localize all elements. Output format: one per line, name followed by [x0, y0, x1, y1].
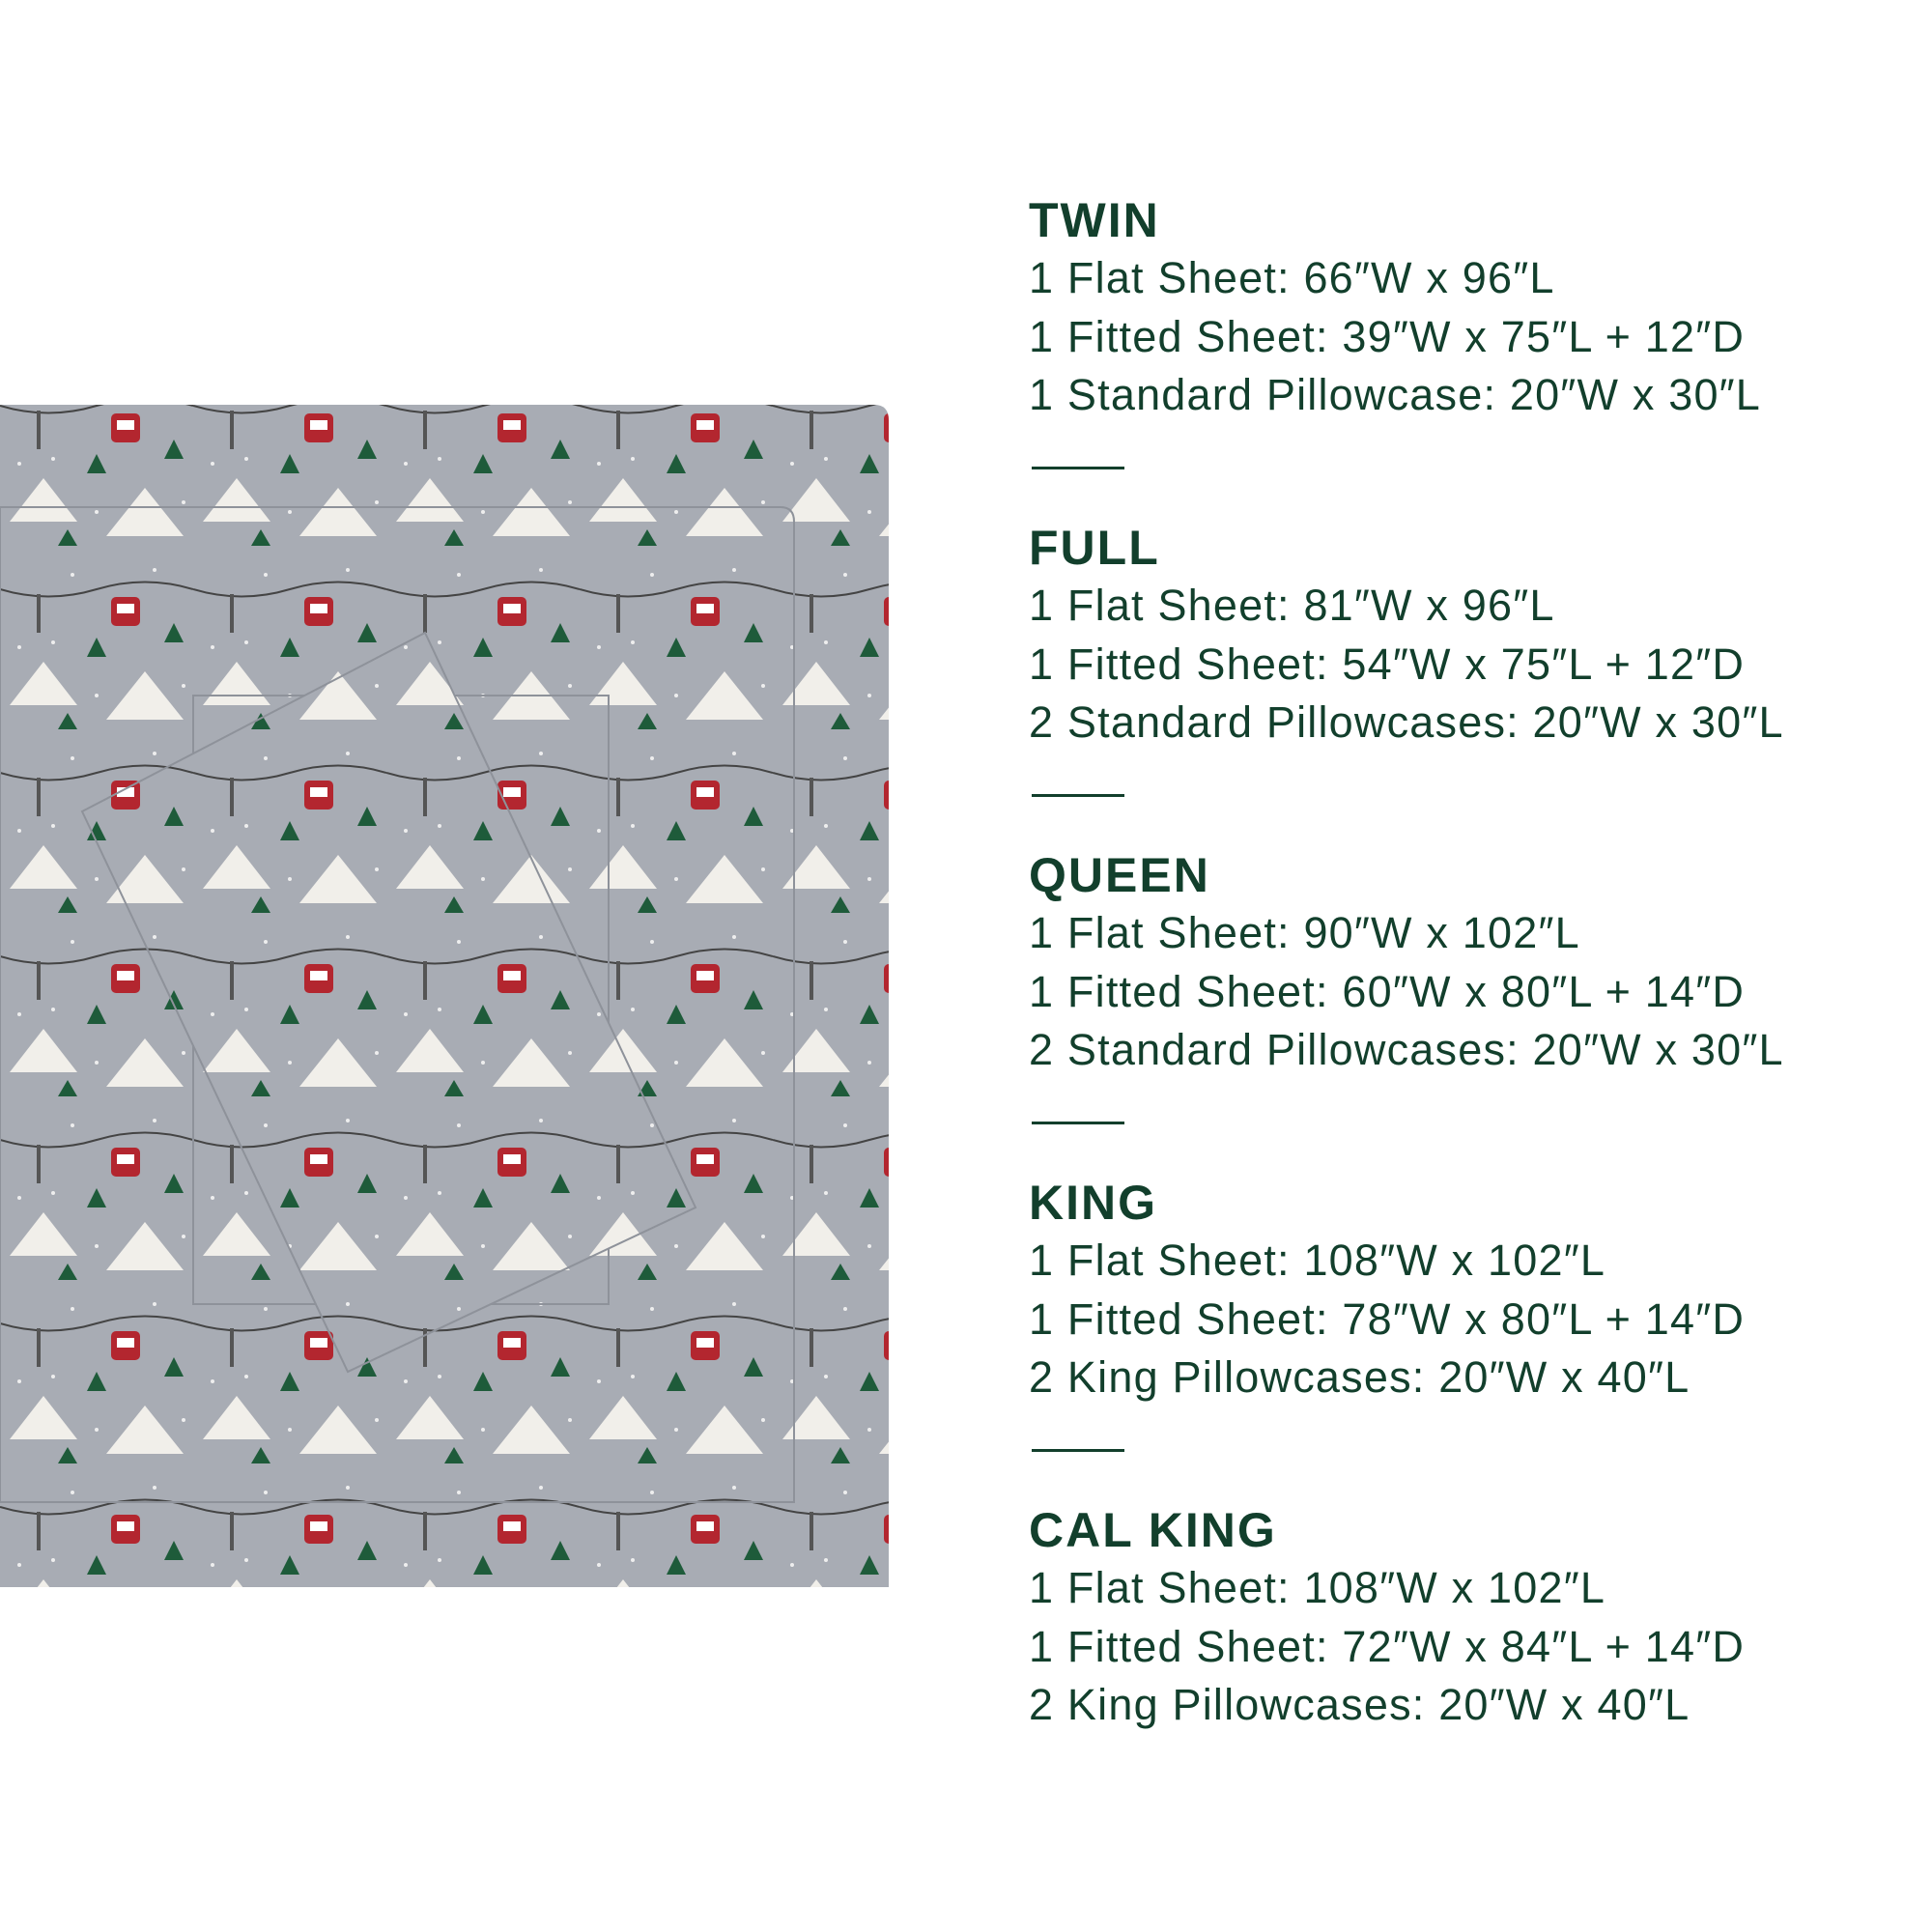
divider: [1032, 794, 1124, 797]
fitted-sheet-spec: 1 Fitted Sheet: 60″W x 80″L + 14″D: [1029, 966, 1746, 1016]
flat-sheet-spec: 1 Flat Sheet: 90″W x 102″L: [1029, 908, 1580, 957]
folded-pillowcases: [80, 631, 697, 1374]
fitted-sheet-spec: 1 Fitted Sheet: 54″W x 75″L + 12″D: [1029, 639, 1746, 689]
size-section-king: KING 1 Flat Sheet: 108″W x 102″L 1 Fitte…: [1029, 1174, 1784, 1501]
pillowcase-spec: 2 King Pillowcases: 20″W x 40″L: [1029, 1352, 1690, 1402]
pillowcase-spec: 2 Standard Pillowcases: 20″W x 30″L: [1029, 697, 1784, 747]
flat-sheet-spec: 1 Flat Sheet: 108″W x 102″L: [1029, 1563, 1606, 1612]
size-section-full: FULL 1 Flat Sheet: 81″W x 96″L 1 Fitted …: [1029, 519, 1784, 846]
pillowcase-spec: 1 Standard Pillowcase: 20″W x 30″L: [1029, 370, 1762, 419]
size-title: TWIN: [1029, 193, 1160, 247]
size-title: KING: [1029, 1176, 1157, 1230]
pillowcase-spec: 2 Standard Pillowcases: 20″W x 30″L: [1029, 1025, 1784, 1074]
divider: [1032, 1449, 1124, 1452]
sheet-set-product-image: [0, 405, 889, 1587]
fitted-sheet-spec: 1 Fitted Sheet: 78″W x 80″L + 14″D: [1029, 1293, 1746, 1344]
size-title: FULL: [1029, 521, 1160, 575]
size-specifications: TWIN 1 Flat Sheet: 66″W x 96″L 1 Fitted …: [1029, 191, 1784, 1829]
flat-sheet-spec: 1 Flat Sheet: 108″W x 102″L: [1029, 1236, 1606, 1285]
size-title: QUEEN: [1029, 848, 1210, 902]
size-section-cal-king: CAL KING 1 Flat Sheet: 108″W x 102″L 1 F…: [1029, 1501, 1784, 1829]
size-section-queen: QUEEN 1 Flat Sheet: 90″W x 102″L 1 Fitte…: [1029, 846, 1784, 1174]
fitted-sheet-spec: 1 Fitted Sheet: 72″W x 84″L + 14″D: [1029, 1621, 1746, 1671]
size-section-twin: TWIN 1 Flat Sheet: 66″W x 96″L 1 Fitted …: [1029, 191, 1784, 519]
fitted-sheet-spec: 1 Fitted Sheet: 39″W x 75″L + 12″D: [1029, 311, 1746, 361]
divider: [1032, 1122, 1124, 1124]
pillowcase-spec: 2 King Pillowcases: 20″W x 40″L: [1029, 1680, 1690, 1729]
size-title: CAL KING: [1029, 1503, 1277, 1557]
divider: [1032, 467, 1124, 469]
flat-sheet-spec: 1 Flat Sheet: 81″W x 96″L: [1029, 581, 1555, 630]
flat-sheet-spec: 1 Flat Sheet: 66″W x 96″L: [1029, 253, 1555, 302]
